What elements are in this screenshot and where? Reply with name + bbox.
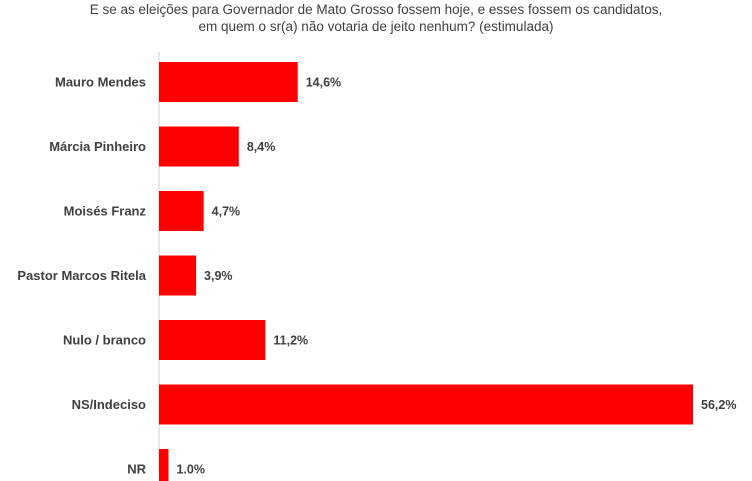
bar-2 — [159, 191, 204, 231]
chart-title-line-2: em quem o sr(a) não votaria de jeito nen… — [199, 19, 554, 34]
bar-3 — [159, 255, 197, 296]
value-label-0: 14,6% — [306, 76, 341, 90]
bar-1 — [159, 126, 239, 167]
category-label-1: Márcia Pinheiro — [49, 139, 146, 154]
bars-group: Mauro Mendes 14,6% Márcia Pinheiro 8,4% Mois… — [17, 62, 736, 481]
chart-title-line-1: E se as eleições para Governador de Mato… — [90, 2, 663, 17]
value-label-2: 4,7% — [212, 205, 241, 219]
category-label-6: NR — [127, 462, 146, 477]
bar-0 — [159, 62, 298, 102]
value-label-5: 56,2% — [701, 398, 736, 412]
value-label-6: 1.0% — [177, 463, 206, 477]
bar-4 — [159, 320, 266, 360]
value-label-1: 8,4% — [247, 140, 276, 154]
category-label-5: NS/Indeciso — [72, 397, 146, 412]
bar-5 — [159, 384, 693, 425]
category-label-4: Nulo / branco — [63, 333, 146, 348]
category-label-3: Pastor Marcos Ritela — [17, 268, 146, 283]
category-label-0: Mauro Mendes — [55, 75, 146, 90]
value-label-3: 3,9% — [204, 269, 233, 283]
bar-6 — [159, 449, 169, 481]
category-label-2: Moisés Franz — [64, 204, 147, 219]
value-label-4: 11,2% — [273, 334, 308, 348]
